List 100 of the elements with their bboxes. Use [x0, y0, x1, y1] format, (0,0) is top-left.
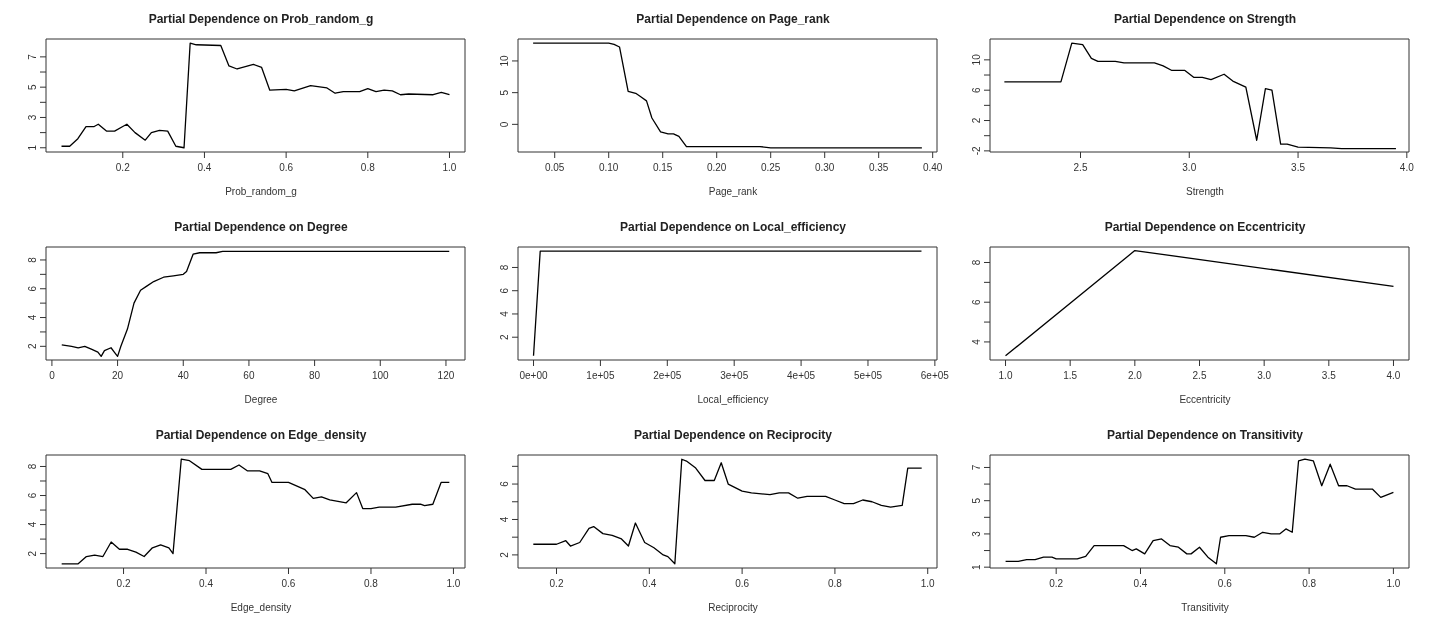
line-series	[1004, 458, 1395, 565]
x-axis-title: Page_rank	[707, 186, 759, 197]
x-tick-label: 4.0	[1386, 370, 1401, 382]
line-series	[61, 250, 450, 358]
x-axis-title: Edge_density	[229, 602, 293, 613]
x-axis-title: Prob_random_g	[224, 186, 298, 197]
x-tick-label: 1.0	[998, 370, 1013, 382]
y-tick-label: 0	[499, 121, 510, 128]
chart-title: Partial Dependence on Transitivity	[1105, 427, 1305, 444]
y-tick-label: 2	[971, 117, 982, 124]
x-tick-label: 0.05	[544, 162, 565, 174]
y-tick-label: 2	[499, 334, 510, 340]
x-axis-title: Degree	[243, 394, 279, 405]
x-tick-label: 0	[49, 370, 56, 382]
x-tick-label: 0.8	[364, 578, 379, 590]
x-tick-label: 2.5	[1192, 370, 1207, 382]
x-tick-label: 0.25	[760, 162, 781, 174]
y-tick-label: 4	[499, 516, 510, 523]
x-tick-label: 0.4	[197, 162, 212, 174]
y-tick-label: 6	[27, 492, 38, 499]
x-tick-label: 2.0	[1127, 370, 1143, 382]
x-tick-label: 0.6	[735, 578, 750, 590]
chart-title: Partial Dependence on Degree	[173, 219, 349, 236]
y-tick-label: 4	[27, 521, 38, 528]
x-tick-label: 20	[112, 370, 124, 382]
line-series	[532, 42, 923, 149]
y-tick-label: 7	[971, 464, 982, 471]
line-series	[532, 458, 923, 565]
x-tick-label: 2e+05	[653, 370, 682, 382]
chart-title: Partial Dependence on Strength	[1112, 11, 1297, 28]
x-tick-label: 0.20	[706, 162, 727, 174]
x-tick-label: 0.8	[827, 578, 843, 590]
x-tick-label: 1.0	[446, 578, 461, 590]
y-tick-label: 10	[499, 54, 510, 67]
x-tick-label: 0.2	[116, 578, 131, 590]
line-series	[61, 458, 450, 565]
y-tick-label: 2	[27, 550, 38, 557]
x-tick-label: 1.0	[920, 578, 936, 590]
x-tick-label: 120	[437, 370, 455, 382]
x-tick-label: 3.5	[1291, 162, 1306, 174]
x-tick-label: 1.0	[442, 162, 457, 174]
chart-title: Partial Dependence on Page_rank	[635, 11, 831, 28]
y-tick-label: 8	[971, 259, 982, 266]
y-tick-label: 6	[499, 480, 510, 487]
x-tick-label: 0.2	[1049, 578, 1064, 590]
x-tick-label: 1.5	[1063, 370, 1078, 382]
x-tick-label: 0.8	[360, 162, 376, 174]
x-tick-label: 5e+05	[853, 370, 883, 382]
y-tick-label: 2	[499, 551, 510, 558]
x-tick-label: 0.6	[281, 578, 296, 590]
x-tick-label: 0.40	[922, 162, 943, 174]
x-tick-label: 3.0	[1257, 370, 1272, 382]
y-tick-label: 1	[971, 563, 982, 570]
chart-title: Partial Dependence on Eccentricity	[1103, 219, 1307, 236]
y-tick-label: 4	[27, 314, 38, 321]
y-tick-label: 4	[971, 338, 982, 345]
x-tick-label: 100	[371, 370, 390, 382]
x-tick-label: 3.5	[1321, 370, 1337, 382]
y-tick-label: 3	[27, 114, 38, 121]
x-tick-label: 2.5	[1073, 162, 1088, 174]
y-tick-label: 1	[27, 144, 38, 151]
chart-title: Partial Dependence on Prob_random_g	[147, 11, 375, 28]
x-axis-title: Eccentricity	[1178, 394, 1232, 405]
x-axis-title: Transitivity	[1180, 602, 1230, 613]
y-tick-label: 6	[499, 287, 510, 294]
x-tick-label: 0.8	[1302, 578, 1317, 590]
y-tick-label: 3	[971, 530, 982, 537]
y-tick-label: 5	[27, 83, 38, 90]
x-tick-label: 0e+00	[519, 370, 548, 382]
x-tick-label: 0.6	[1217, 578, 1233, 590]
x-axis-title: Strength	[1185, 186, 1225, 197]
x-tick-label: 0.10	[598, 162, 619, 174]
x-tick-label: 80	[309, 370, 321, 382]
y-tick-label: 7	[27, 53, 38, 60]
x-tick-label: 0.2	[115, 162, 131, 174]
line-series	[60, 42, 451, 149]
x-tick-label: 4e+05	[787, 370, 816, 382]
y-tick-label: 10	[971, 53, 982, 66]
x-tick-label: 0.15	[652, 162, 673, 174]
y-tick-label: 8	[27, 463, 38, 470]
x-tick-label: 1.0	[1386, 578, 1401, 590]
x-axis-title: Reciprocity	[707, 602, 759, 613]
x-tick-label: 40	[177, 370, 190, 382]
chart-title: Partial Dependence on Local_efficiency	[618, 219, 848, 236]
x-tick-label: 3e+05	[720, 370, 749, 382]
x-tick-label: 3.0	[1182, 162, 1197, 174]
x-tick-label: 0.35	[868, 162, 889, 174]
y-tick-label: 6	[971, 86, 982, 93]
y-tick-label: 6	[27, 285, 38, 292]
y-tick-label: 4	[499, 310, 510, 317]
line-series	[1003, 42, 1397, 150]
y-tick-label: 8	[27, 256, 38, 263]
chart-title: Partial Dependence on Edge_density	[154, 427, 368, 444]
x-tick-label: 0.4	[1133, 578, 1148, 590]
x-axis-title: Local_efficiency	[696, 394, 770, 405]
x-tick-label: 60	[243, 370, 255, 382]
x-tick-label: 6e+05	[920, 370, 950, 382]
y-tick-label: 6	[971, 298, 982, 305]
x-tick-label: 0.4	[199, 578, 214, 590]
x-tick-label: 0.30	[814, 162, 835, 174]
